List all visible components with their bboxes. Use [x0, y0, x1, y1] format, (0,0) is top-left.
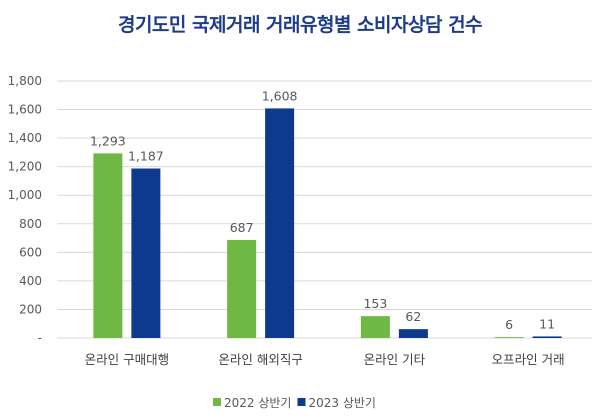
- x-category-label: 오프라인 거래: [492, 352, 565, 367]
- data-label: 6: [505, 317, 513, 332]
- chart-title: 경기도민 국제거래 거래유형별 소비자상담 건수: [117, 14, 483, 36]
- y-tick-label: 1,200: [8, 160, 42, 174]
- y-tick-label: 1,600: [8, 103, 42, 117]
- x-category-label: 온라인 해외직구: [218, 352, 302, 367]
- y-tick-label: 1,400: [8, 131, 42, 145]
- data-label: 62: [405, 309, 421, 324]
- y-tick-label: 200: [19, 302, 42, 316]
- bar-2023: [398, 329, 428, 338]
- x-category-label: 온라인 구매대행: [85, 352, 169, 367]
- bar-2023: [131, 168, 161, 338]
- x-category-label: 온라인 기타: [364, 352, 426, 367]
- bar-2022: [93, 153, 123, 338]
- data-label: 153: [363, 296, 387, 311]
- y-tick-label: 400: [19, 274, 42, 288]
- y-tick-label: -: [38, 331, 42, 345]
- y-tick-label: 1,000: [8, 188, 42, 202]
- data-label: 1,293: [90, 133, 126, 148]
- bar-2022: [227, 239, 257, 338]
- y-tick-label: 800: [19, 217, 42, 231]
- legend-swatch: [213, 398, 221, 406]
- bar-2023: [532, 336, 562, 338]
- data-label: 687: [230, 220, 254, 235]
- legend-swatch: [297, 398, 306, 406]
- y-tick-label: 1,800: [8, 74, 42, 88]
- bar-2023: [265, 108, 295, 338]
- data-label: 1,187: [128, 149, 164, 164]
- legend-label: 2023 상반기: [308, 396, 375, 410]
- data-label: 1,608: [262, 88, 298, 103]
- y-tick-label: 600: [19, 245, 42, 259]
- bar-2022: [494, 337, 524, 338]
- bar-2022: [360, 316, 390, 338]
- legend-label: 2022 상반기: [224, 396, 291, 410]
- data-label: 11: [539, 316, 555, 331]
